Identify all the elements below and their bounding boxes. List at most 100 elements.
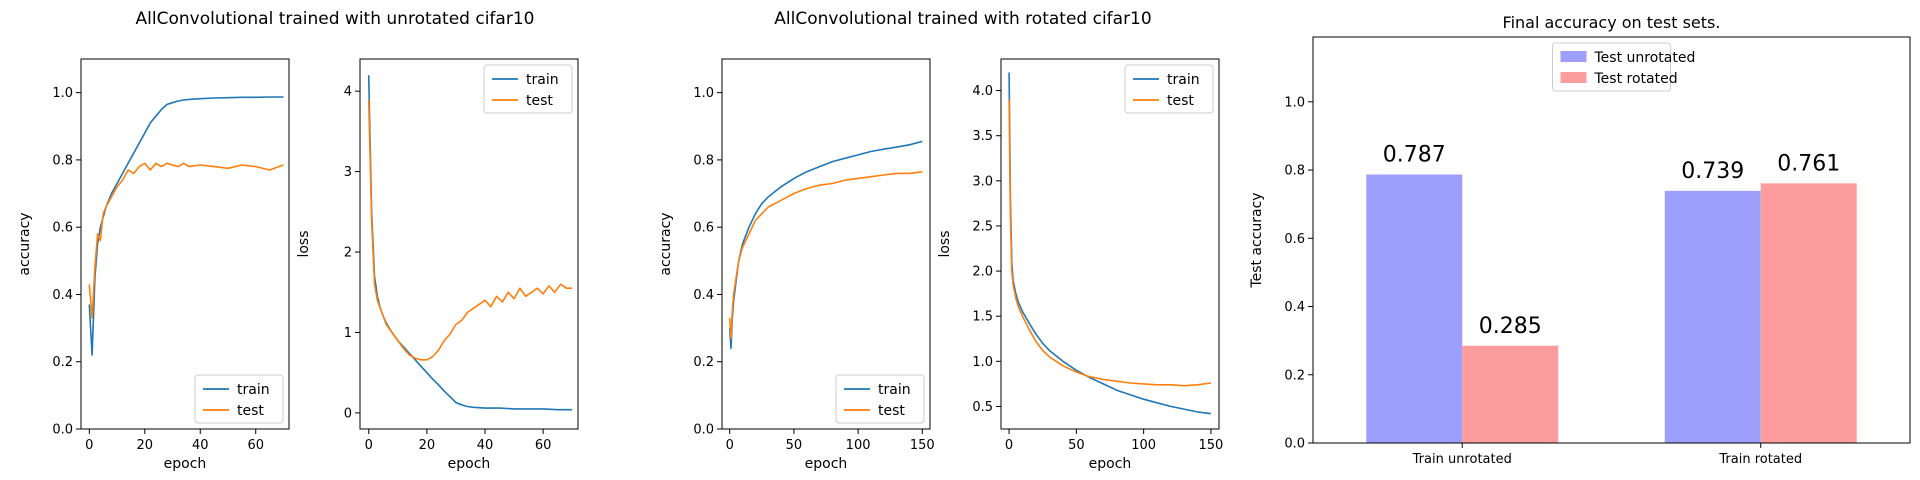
plot-unrot-acc: 0.0 0.2 0.4 0.6 0.8 1.0 accuracy 0 20 40 60 epoch tr… xyxy=(17,58,290,472)
y-axis-label: accuracy xyxy=(658,212,674,275)
y-tick-label: 0.4 xyxy=(52,288,73,303)
x-tick-label: 20 xyxy=(419,438,436,453)
bar-value-label: 0.761 xyxy=(1777,151,1840,176)
y-tick-label: 0.6 xyxy=(52,221,73,236)
x-tick-label: 150 xyxy=(910,438,935,453)
legend-label-test: test xyxy=(1167,93,1194,109)
y-tick-label: 2.5 xyxy=(972,219,993,234)
y-tick-label: 0.6 xyxy=(693,221,714,236)
chart-title: Final accuracy on test sets. xyxy=(1503,13,1721,32)
series-line-train xyxy=(88,96,284,356)
y-tick-label: 1.0 xyxy=(972,355,993,370)
bar-test-rotated xyxy=(1760,183,1857,444)
legend-swatch-test-rotated xyxy=(1560,72,1587,83)
y-axis-label: accuracy xyxy=(17,212,33,275)
bar-value-label: 0.739 xyxy=(1681,159,1744,184)
x-tick-label: 50 xyxy=(1068,438,1085,453)
legend-box xyxy=(194,374,284,424)
axes-frame xyxy=(721,58,931,430)
y-tick-label: 0.4 xyxy=(693,288,714,303)
series-line-test xyxy=(367,99,573,361)
plot-final-acc: 0.0 0.2 0.4 0.6 0.8 1.0 Test accuracy Final acc… xyxy=(1249,13,1911,467)
y-tick-label: 1.0 xyxy=(693,86,714,101)
legend-label: Test unrotated xyxy=(1594,50,1696,66)
y-tick-label: 3.5 xyxy=(972,129,993,144)
x-tick-label: 50 xyxy=(786,438,803,453)
y-tick-label: 0.8 xyxy=(52,153,73,168)
y-tick-label: 0.4 xyxy=(1284,300,1305,315)
series-line-train xyxy=(1008,72,1212,415)
axes-frame xyxy=(1000,58,1220,430)
series-line-test xyxy=(728,170,923,340)
bar-value-label: 0.285 xyxy=(1479,314,1542,339)
x-tick-label: 0 xyxy=(85,438,93,453)
y-tick-label: 0.8 xyxy=(1284,164,1305,179)
plot-rot-acc: 0.0 0.2 0.4 0.6 0.8 1.0 accuracy 0 50 100 150 epoch… xyxy=(658,58,935,472)
y-tick-label: 4.0 xyxy=(972,84,993,99)
x-tick-label: 0 xyxy=(365,438,373,453)
x-tick-label: 40 xyxy=(477,438,494,453)
legend-label-test: test xyxy=(878,403,905,419)
legend-swatch-test-unrotated xyxy=(1560,51,1587,62)
y-tick-label: 4 xyxy=(344,85,352,100)
y-tick-label: 1.0 xyxy=(52,86,73,101)
y-tick-label: 3.0 xyxy=(972,174,993,189)
suptitle-unrotated: AllConvolutional trained with unrotated … xyxy=(136,9,535,29)
x-tick-label: 60 xyxy=(535,438,552,453)
series-line-test xyxy=(88,162,284,319)
bar-test-unrotated xyxy=(1664,190,1761,443)
y-tick-label: 0.2 xyxy=(1284,368,1305,383)
bar-test-rotated xyxy=(1462,345,1559,443)
x-axis-label: epoch xyxy=(1089,456,1132,472)
plot-rot-loss: 0.5 1.0 1.5 2.0 2.5 3.0 3.5 4.0 loss 0 50 100 150 epo… xyxy=(937,58,1224,472)
x-tick-label: 40 xyxy=(192,438,209,453)
y-tick-label: 0.8 xyxy=(693,153,714,168)
y-tick-label: 0.0 xyxy=(1284,437,1305,452)
y-tick-label: 0.6 xyxy=(1284,232,1305,247)
legend-label-train: train xyxy=(1167,72,1200,88)
x-tick-label: 60 xyxy=(247,438,264,453)
legend-label: Test rotated xyxy=(1594,71,1678,87)
x-tick-label: 100 xyxy=(846,438,871,453)
y-tick-label: 2.0 xyxy=(972,265,993,280)
legend-box xyxy=(483,64,573,114)
y-tick-label: 0.0 xyxy=(693,423,714,438)
legend-label-test: test xyxy=(237,403,264,419)
y-tick-label: 1 xyxy=(344,326,352,341)
legend-box xyxy=(1124,64,1214,114)
series-line-train xyxy=(367,75,573,411)
bar-value-label: 0.787 xyxy=(1383,142,1446,167)
series-line-test xyxy=(1008,99,1212,387)
x-tick-label: Train unrotated xyxy=(1412,452,1512,467)
y-axis-label: loss xyxy=(296,230,312,257)
y-axis-label: loss xyxy=(937,230,953,257)
x-axis-label: epoch xyxy=(164,456,207,472)
suptitle-rotated: AllConvolutional trained with rotated ci… xyxy=(774,9,1151,29)
axes-frame xyxy=(1312,36,1911,444)
axes-frame xyxy=(359,58,579,430)
y-tick-label: 1.0 xyxy=(1284,95,1305,110)
x-tick-label: 0 xyxy=(726,438,734,453)
y-tick-label: 0.2 xyxy=(693,355,714,370)
legend-label-test: test xyxy=(526,93,553,109)
x-tick-label: 150 xyxy=(1199,438,1224,453)
y-tick-label: 3 xyxy=(344,165,352,180)
legend-label-train: train xyxy=(878,382,911,398)
y-tick-label: 0.2 xyxy=(52,355,73,370)
bar-test-unrotated xyxy=(1366,174,1463,443)
legend-label-train: train xyxy=(526,72,559,88)
series-line-train xyxy=(728,140,923,350)
x-tick-label: Train rotated xyxy=(1718,452,1802,467)
legend-box xyxy=(835,374,925,424)
y-axis-label: Test accuracy xyxy=(1249,192,1265,288)
plot-unrot-loss: 0 1 2 3 4 loss 0 20 40 60 epoch train test xyxy=(296,58,579,472)
y-tick-label: 0.5 xyxy=(972,400,993,415)
x-tick-label: 100 xyxy=(1131,438,1156,453)
x-tick-label: 0 xyxy=(1005,438,1013,453)
x-axis-label: epoch xyxy=(805,456,848,472)
legend-label-train: train xyxy=(237,382,270,398)
y-tick-label: 0 xyxy=(344,406,352,421)
y-tick-label: 0.0 xyxy=(52,423,73,438)
